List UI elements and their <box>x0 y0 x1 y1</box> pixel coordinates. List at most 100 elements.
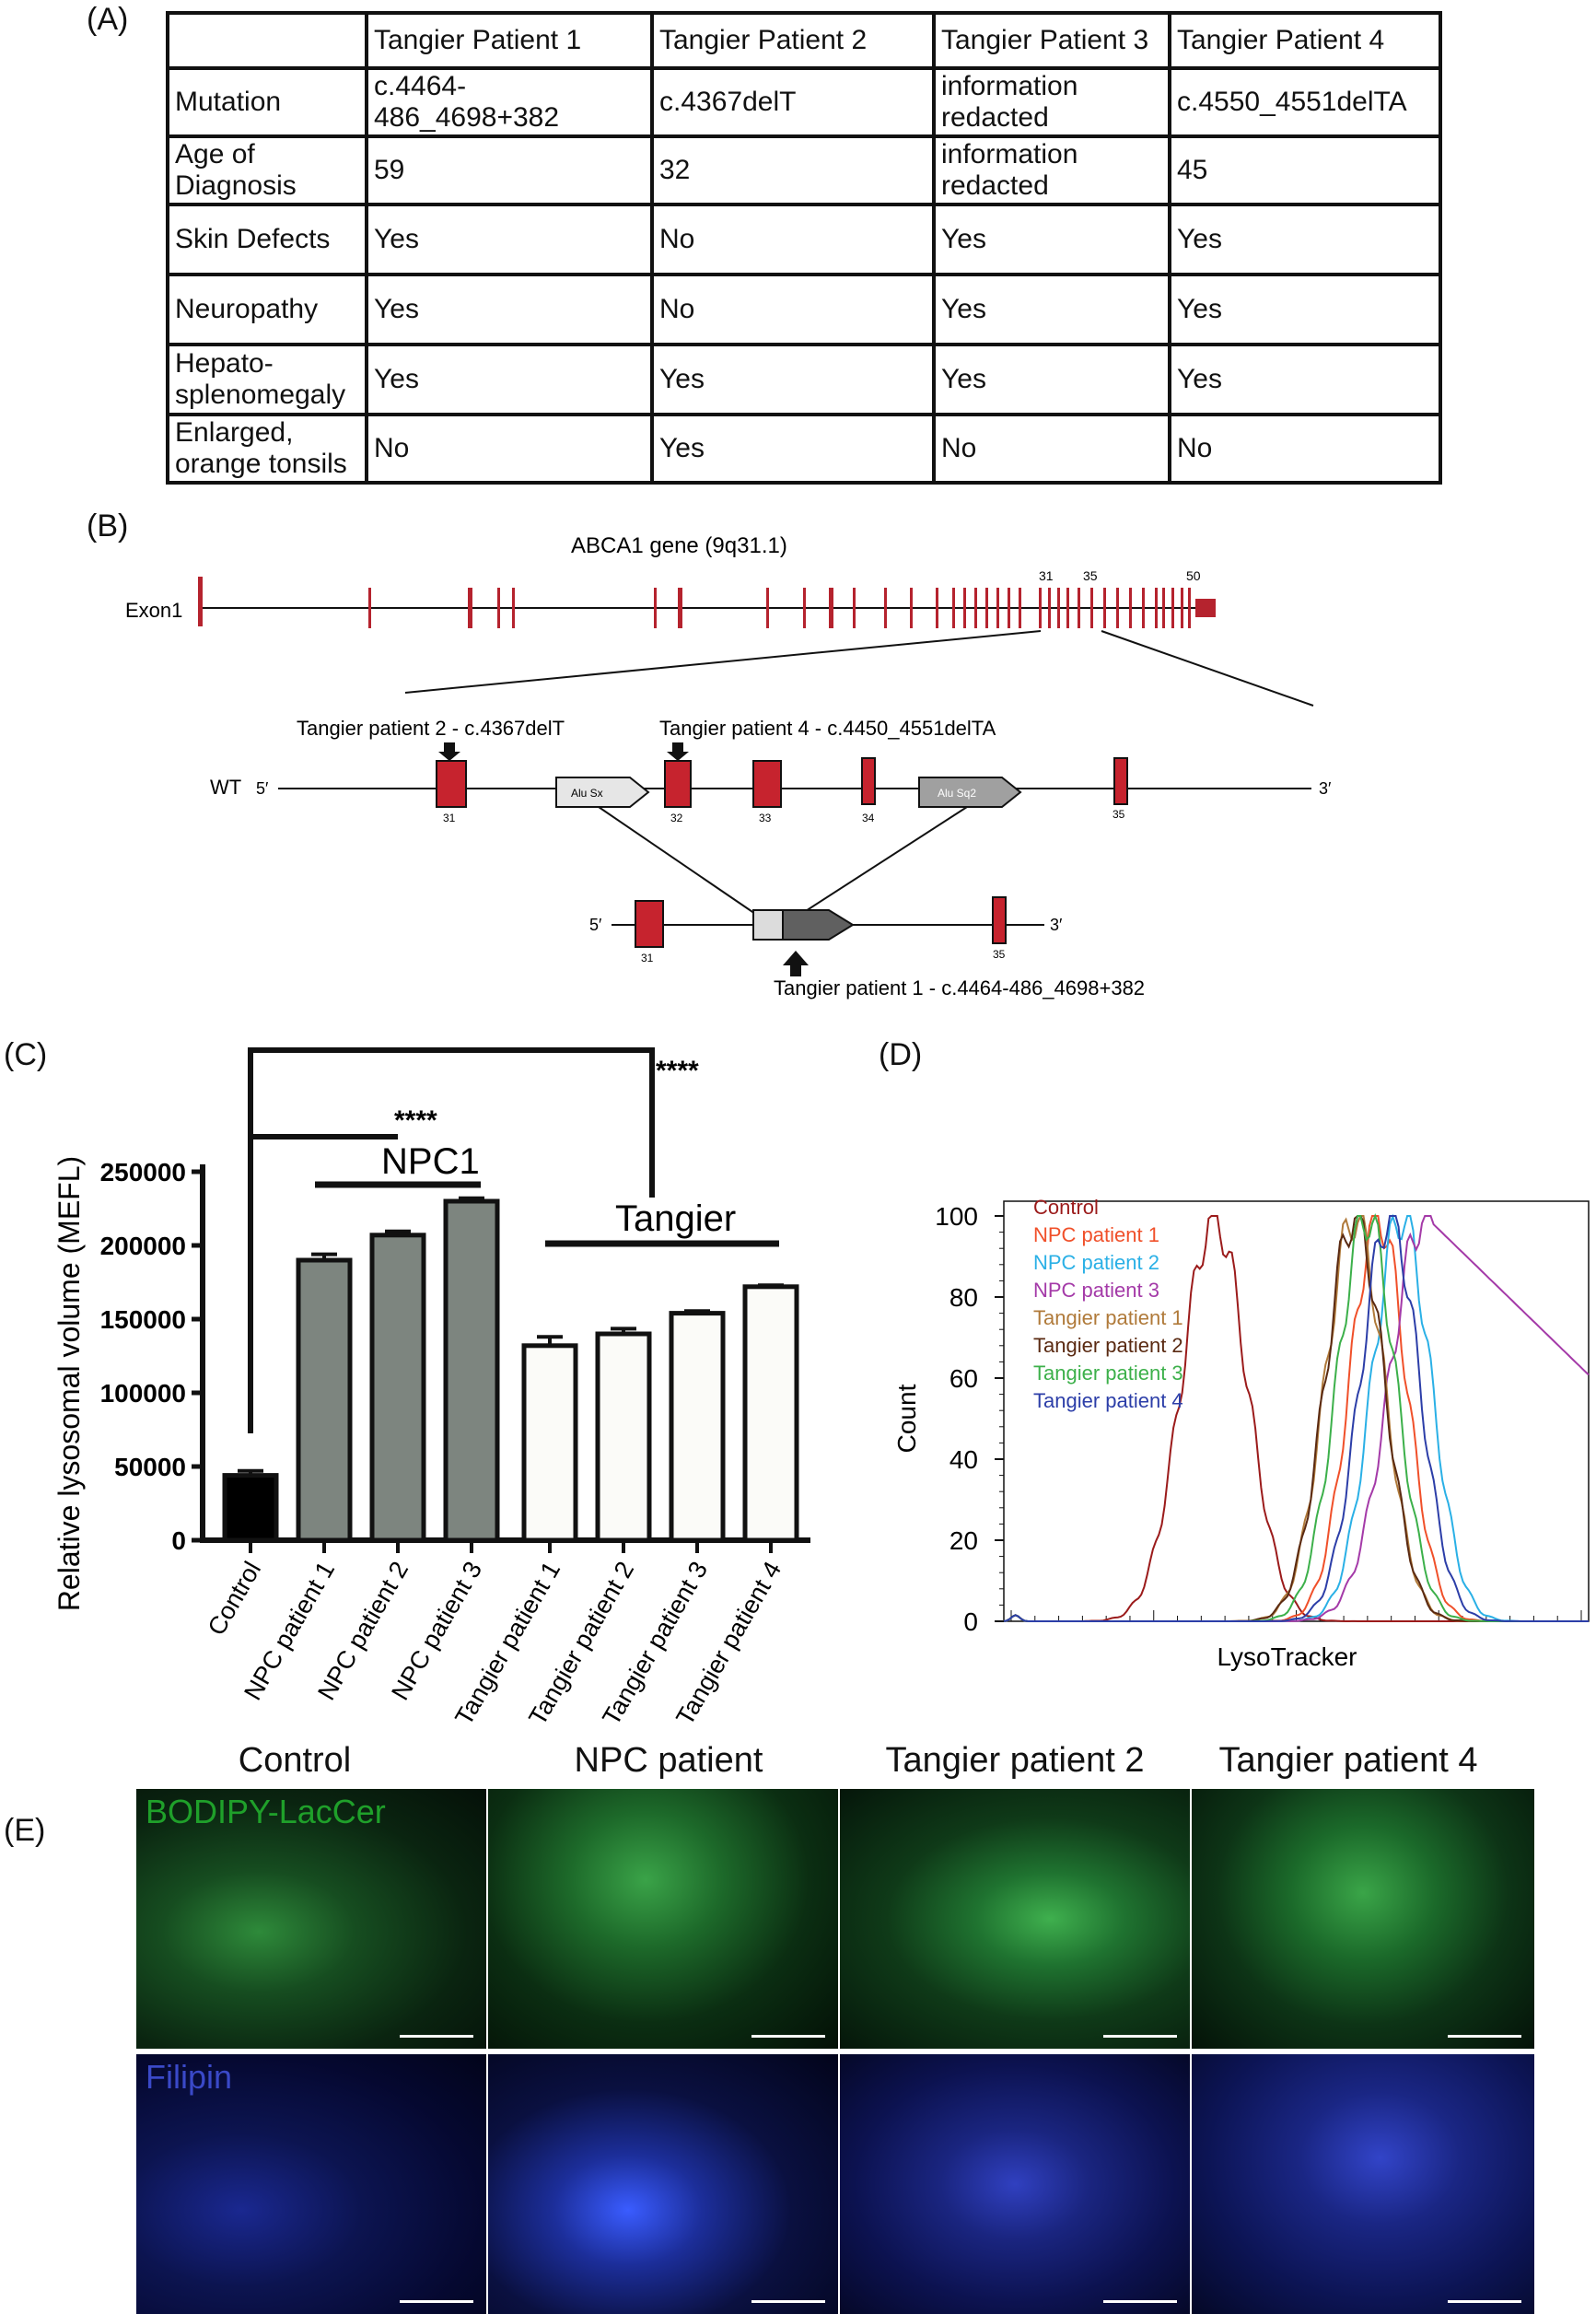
d-legend-entry: Tangier patient 4 <box>1033 1389 1183 1412</box>
exon-tick <box>198 577 203 626</box>
bodipy-image <box>1192 1789 1534 2049</box>
col-title-tangier4: Tangier patient 4 <box>1218 1741 1478 1780</box>
table-row-header: Mutation <box>166 66 368 138</box>
table-cell: Yes <box>1168 343 1442 416</box>
alu-sx-label: Alu Sx <box>571 787 603 800</box>
exon-tick <box>766 588 769 628</box>
scale-bar <box>751 2300 825 2303</box>
table-header-cell: Tangier Patient 2 <box>650 11 936 70</box>
exon-tick <box>1057 588 1060 628</box>
c-bar <box>742 1284 799 1543</box>
c-bar <box>369 1233 426 1543</box>
table-header-cell <box>166 11 368 70</box>
exon-tick <box>512 588 515 628</box>
table-row-header: Age of Diagnosis <box>166 134 368 206</box>
filipin-label: Filipin <box>146 2058 233 2096</box>
filipin-image <box>1192 2054 1534 2314</box>
bodipy-label: BODIPY-LacCer <box>146 1793 386 1830</box>
table-row-header: Hepato-splenomegaly <box>166 343 368 416</box>
panel-e-label: (E) <box>4 1813 46 1848</box>
wt-exon-33-num: 33 <box>759 812 772 824</box>
p2-label: Tangier patient 2 - c.4367delT <box>297 717 565 740</box>
exon-tick <box>468 588 472 628</box>
c-sig-npc: **** <box>394 1105 437 1136</box>
d-legend-entry: NPC patient 1 <box>1033 1223 1159 1246</box>
mut-three: 3′ <box>1050 916 1063 934</box>
mark-50: 50 <box>1186 568 1201 583</box>
wt-three: 3′ <box>1319 779 1332 798</box>
mut-exon-35 <box>992 896 1007 944</box>
p2-arrow <box>438 742 460 761</box>
d-series-line <box>1003 1215 1589 1623</box>
d-legend-entry: Control <box>1033 1196 1099 1219</box>
exon1-label: Exon1 <box>125 599 182 622</box>
alu-sx-block <box>555 777 650 808</box>
c-bar <box>443 1198 500 1543</box>
c-ytick-label: 250000 <box>100 1158 186 1186</box>
filipin-image <box>488 2054 838 2314</box>
c-ytick-label: 200000 <box>100 1232 186 1260</box>
splice-right <box>795 806 968 918</box>
zoom-right <box>1101 630 1314 707</box>
mut-exon-35-num: 35 <box>993 948 1006 961</box>
d-ytick-label: 40 <box>949 1445 978 1474</box>
scale-bar <box>1448 2035 1521 2038</box>
table-header-cell: Tangier Patient 4 <box>1168 11 1442 70</box>
exon-tick <box>497 588 500 628</box>
exon-tick <box>963 588 966 628</box>
table-cell: Yes <box>1168 273 1442 346</box>
scale-bar <box>1448 2300 1521 2303</box>
exon-tick <box>985 588 988 628</box>
exon-tick <box>1155 588 1158 628</box>
c-bar <box>595 1331 652 1543</box>
panel-d-label: (D) <box>879 1037 923 1072</box>
c-group-label-npc: NPC1 <box>381 1141 480 1182</box>
table-cell: Yes <box>1168 203 1442 276</box>
scale-bar <box>751 2035 825 2038</box>
wt-exon-35-num: 35 <box>1113 808 1125 821</box>
table-cell: Yes <box>932 203 1171 276</box>
exon-tick <box>1116 588 1119 628</box>
mark-31: 31 <box>1039 568 1054 583</box>
table-row-header: Enlarged, orange tonsils <box>166 413 368 485</box>
c-bar <box>521 1343 578 1543</box>
table-cell: Yes <box>932 273 1171 346</box>
exon-tick <box>829 588 833 628</box>
exon-tick <box>1129 588 1132 628</box>
c-bar <box>222 1473 279 1543</box>
table-cell: Yes <box>365 203 654 276</box>
d-legend-entry: NPC patient 3 <box>1033 1279 1159 1302</box>
exon-tick <box>1090 588 1093 628</box>
exon-tick <box>1078 588 1080 628</box>
col-title-tangier2: Tangier patient 2 <box>885 1741 1145 1780</box>
exon-tick <box>1019 588 1021 628</box>
scale-bar <box>1103 2035 1177 2038</box>
exon-tick <box>1103 588 1106 628</box>
col-title-control: Control <box>238 1741 352 1780</box>
table-row: Mutation c.4464-486_4698+382 c.4367delT inf… <box>166 66 1442 138</box>
wt-exon-34 <box>861 757 876 805</box>
c-ytick-label: 0 <box>171 1526 186 1555</box>
exon-tick <box>1039 588 1042 628</box>
exon-tick <box>803 588 806 628</box>
table-cell: Yes <box>365 343 654 416</box>
d-ytick-label: 60 <box>949 1364 978 1393</box>
table-cell: No <box>932 413 1171 485</box>
table-cell: c.4550_4551delTA <box>1168 66 1442 138</box>
d-xlabel: LysoTracker <box>1217 1642 1357 1671</box>
splice-left <box>598 806 762 918</box>
table-row: Enlarged, orange tonsils No Yes No No <box>166 413 1442 485</box>
exon-tick <box>996 588 999 628</box>
table-cell: No <box>365 413 654 485</box>
panel-c-label: (C) <box>4 1037 48 1072</box>
alu-sq2-block <box>918 777 1022 808</box>
table-cell: 59 <box>365 134 654 206</box>
patient-table: Tangier Patient 1 Tangier Patient 2 Tangie… <box>166 11 1442 485</box>
lysosome-bar-chart: 0 50000 100000 150000 200000 250000 Relative l… <box>52 1047 810 1730</box>
p1-arrow <box>783 951 809 976</box>
exon-tick <box>1162 588 1165 628</box>
exon-tick <box>884 588 887 628</box>
d-ytick-label: 20 <box>949 1526 978 1555</box>
c-sig-tangier: **** <box>656 1056 699 1086</box>
table-cell: Yes <box>365 273 654 346</box>
